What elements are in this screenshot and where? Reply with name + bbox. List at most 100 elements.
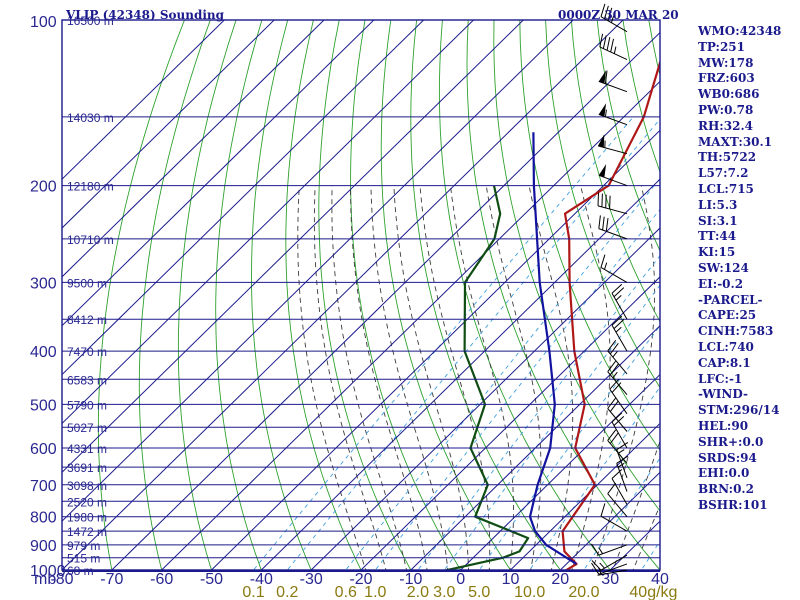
plot-area [62,0,800,582]
height-label: 3691 m [67,461,107,475]
pressure-tick-label: 400 [30,344,57,361]
indices-panel: WMO:42348 TP:251 MW:178 FRZ:603 WB0:686 PW:0.… [698,24,781,514]
index-item: HEL:90 [698,418,749,433]
wind-barb [600,503,628,532]
moist-adiabat [393,185,469,570]
y-axis-label: mb [34,571,56,588]
temperature-tick-label: -10 [399,571,422,588]
chart-title: VLIP (42348) Sounding [66,8,225,22]
moist-adiabat [571,185,611,570]
isotherm [62,20,574,522]
moist-adiabat [632,504,660,570]
moist-adiabat [485,185,542,570]
index-item: STM:296/14 [698,403,780,418]
wind-barb [598,215,628,240]
index-item: BSHR:101 [698,497,768,512]
dry-adiabat [795,0,800,582]
height-label: 5027 m [67,421,107,435]
wind-barb [611,469,628,505]
temperature-tick-label: -50 [200,571,223,588]
isotherm [460,373,660,570]
moist-adiabat [528,185,574,570]
height-label: 7470 m [67,345,107,359]
dry-adiabat [215,20,263,570]
wind-barb [611,283,628,320]
isotherm [310,227,660,570]
isotherm [559,471,660,570]
index-item: MW:178 [698,55,754,70]
temperature-tick-label: -20 [349,571,372,588]
wind-barb [611,315,628,352]
mixing-ratio-label: 40g/kg [629,584,677,600]
mixing-ratio-label: 20.0 [568,584,599,600]
moist-adiabat [350,185,428,570]
moist-adiabat [419,185,491,570]
dry-adiabat [318,20,412,570]
isotherm [62,20,225,180]
dry-adiabat [251,20,312,570]
moist-adiabat [313,185,387,570]
index-item: EI:-0.2 [698,276,744,291]
wind-barb [597,567,628,576]
wind-barb [607,360,628,396]
wind-barb [597,134,628,155]
dry-adiabat [380,20,512,570]
index-item: SW:124 [698,260,749,275]
dewpoint-profile [442,185,530,570]
dry-adiabat [138,20,211,570]
isotherm [360,276,660,570]
isotherm [410,325,660,570]
wind-barb [597,192,628,215]
wind-barb [607,397,628,432]
index-item: SRDS:94 [698,450,757,465]
pressure-tick-label: 300 [30,275,57,292]
index-item: CAP:8.1 [698,355,751,370]
wind-barb [599,33,628,60]
temperature-tick-label: 0 [456,571,465,588]
isotherm [510,422,660,570]
temperature-tick-label: 40 [651,571,669,588]
pressure-tick-label: 800 [30,510,57,527]
index-item: PW:0.78 [698,102,754,117]
wind-barb [616,455,629,492]
wind-barb [591,543,628,556]
wind-barb [607,339,628,375]
index-item: RH:32.4 [698,118,753,133]
mixing-ratio-label: 10.0 [514,584,545,600]
wind-barb [598,164,628,187]
height-label: 6583 m [67,373,107,387]
height-label: 1980 m [67,511,107,525]
index-item: FRZ:603 [698,71,755,86]
height-label: 8412 m [67,313,107,327]
index-item: -WIND- [698,387,748,402]
index-item: L57:7.2 [698,166,749,181]
wind-barb [598,70,628,93]
index-item: TP:251 [698,39,746,54]
height-label: 14030 m [67,111,114,125]
height-label: 12180 m [67,180,114,194]
height-label: 68 m [67,564,94,578]
moist-adiabat [591,185,656,570]
temperature-tick-label: 20 [551,571,569,588]
mixing-ratio-line [345,177,660,570]
wind-barb [607,482,628,518]
index-item: LCL:740 [698,339,754,354]
isotherm [62,20,524,473]
index-item: SHR+:0.0 [698,434,764,449]
index-item: TT:44 [698,229,737,244]
index-item: WMO:42348 [698,24,782,38]
pressure-tick-label: 1000 [30,563,66,580]
wind-barb [611,412,628,449]
isotherm [62,20,425,376]
mixing-ratio-label: 2.0 [407,584,429,600]
temperature-tick-label: 10 [502,571,520,588]
temperature-tick-label: -40 [250,571,273,588]
wind-barb [598,103,628,126]
isotherm [62,20,375,327]
wind-barb [600,254,628,283]
mixing-ratio-line [374,208,660,570]
index-item: BRN:0.2 [698,482,754,497]
temperature-tick-label: -80 [50,571,73,588]
height-label: 10710 m [67,233,114,247]
